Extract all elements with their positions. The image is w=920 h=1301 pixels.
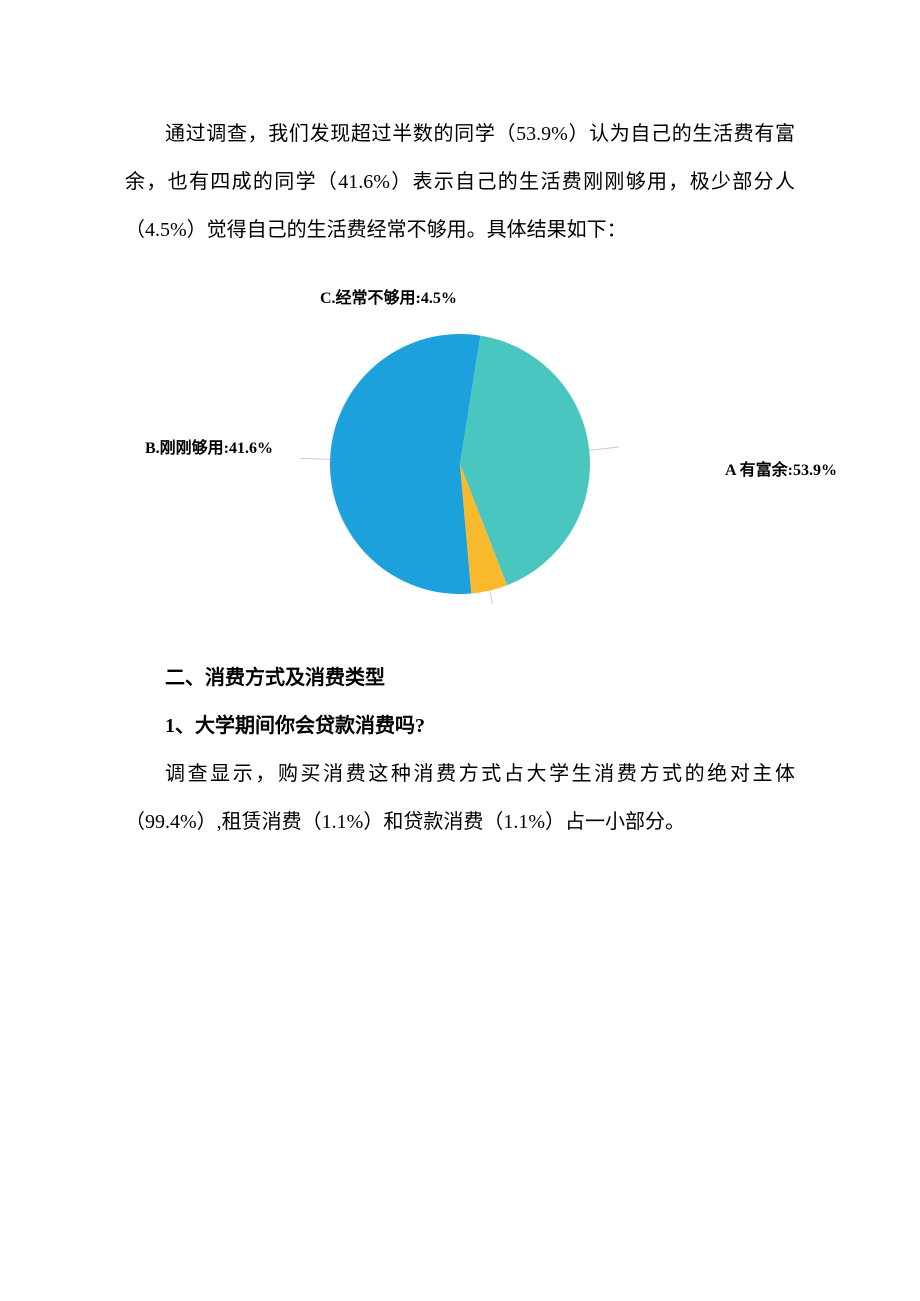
pie-chart-container: A 有富余:53.9% B.刚刚够用:41.6% C.经常不够用:4.5%	[125, 284, 795, 604]
pie-leader-b	[589, 447, 619, 450]
pie-label-a: A 有富余:53.9%	[725, 456, 837, 480]
pie-label-b: B.刚刚够用:41.6%	[145, 434, 273, 458]
pie-leader-c	[489, 591, 496, 604]
pie-slice-a	[330, 334, 480, 594]
paragraph-intro: 通过调查，我们发现超过半数的同学（53.9%）认为自己的生活费有富余，也有四成的…	[125, 110, 795, 254]
pie-leader-a	[300, 458, 330, 459]
heading-question-1: 1、大学期间你会贷款消费吗?	[125, 702, 795, 750]
heading-section-2: 二、消费方式及消费类型	[125, 654, 795, 702]
pie-label-c: C.经常不够用:4.5%	[320, 284, 457, 308]
paragraph-body-2a: 调查显示，购买消费这种消费方式占大学生消费方式的绝对主体（99.4%）,租赁消费…	[125, 750, 795, 846]
